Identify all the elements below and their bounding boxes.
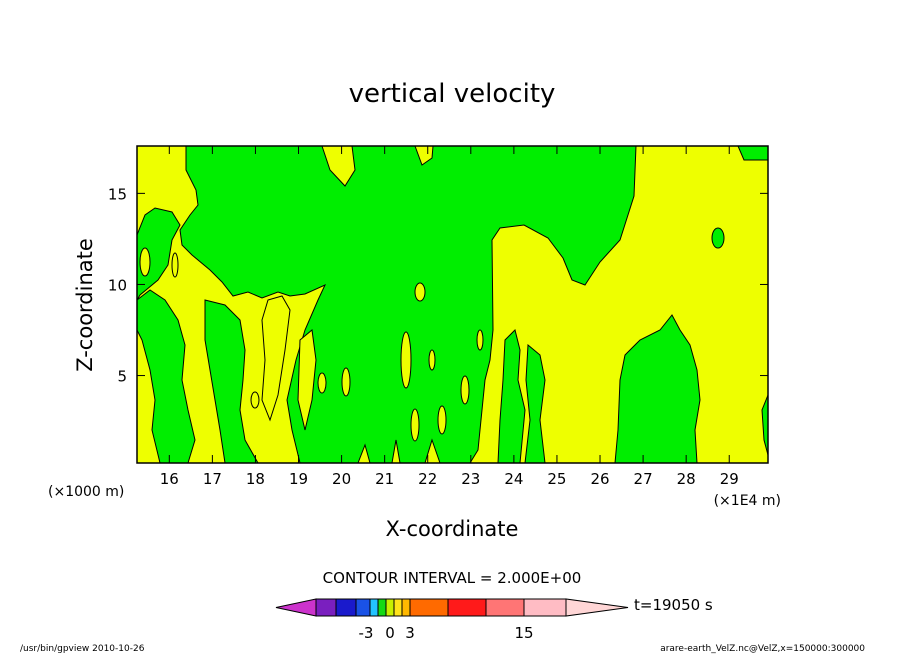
colorbar-segment <box>485 598 525 617</box>
yellow-island-12 <box>250 391 260 409</box>
yellow-island-10 <box>437 405 447 435</box>
colorbar-label: -3 <box>359 624 374 642</box>
green-region-left <box>137 207 181 301</box>
colorbar-segment <box>409 598 449 617</box>
y-tick-label: 5 <box>117 368 127 386</box>
yellow-island-7 <box>428 349 436 371</box>
green-region-right <box>614 314 701 463</box>
yellow-island-4 <box>317 372 327 394</box>
plot-area: 16 17 18 19 20 21 22 23 24 25 26 27 28 29 5 10 15 <box>108 145 769 488</box>
colorbar-segment <box>393 598 403 617</box>
x-tick-label: 19 <box>289 470 308 488</box>
yellow-island-13 <box>171 252 179 278</box>
colorbar <box>275 598 629 617</box>
colorbar-arrow-left <box>275 598 317 617</box>
footer-left: /usr/bin/gpview 2010-10-26 <box>20 644 145 654</box>
x-tick-label: 22 <box>418 470 437 488</box>
contour-interval-label: CONTOUR INTERVAL = 2.000E+00 <box>323 569 582 587</box>
colorbar-label: 15 <box>514 624 533 642</box>
yellow-island-14 <box>139 247 151 277</box>
x-tick-label: 24 <box>504 470 523 488</box>
colorbar-arrow-right <box>565 598 629 617</box>
colorbar-labels: -3 0 3 15 <box>359 624 534 642</box>
y-tick-label: 10 <box>108 276 127 294</box>
yellow-island-2 <box>261 295 291 422</box>
colorbar-segment <box>355 598 371 617</box>
x-unit-right: (×1E4 m) <box>714 493 781 509</box>
yellow-island-8 <box>476 329 484 351</box>
plot-frame <box>136 145 769 464</box>
green-region-24b <box>524 343 546 463</box>
colorbar-segment <box>385 598 395 617</box>
x-tick-label: 29 <box>720 470 739 488</box>
yellow-island-1 <box>414 282 426 302</box>
colorbar-label: 3 <box>405 624 415 642</box>
x-tick-label: 20 <box>332 470 351 488</box>
yellow-island-5 <box>341 367 351 397</box>
yellow-island-11 <box>410 408 420 442</box>
colorbar-segment <box>369 598 379 617</box>
green-region-main <box>137 146 768 463</box>
chart-title: vertical velocity <box>349 79 556 109</box>
time-label: t=19050 s <box>634 596 713 614</box>
x-tick-label: 17 <box>203 470 222 488</box>
x-axis-ticks: 16 17 18 19 20 21 22 23 24 25 26 27 28 29 <box>160 146 739 488</box>
x-tick-label: 21 <box>375 470 394 488</box>
y-tick-label: 15 <box>108 185 127 203</box>
green-island-1 <box>711 227 725 249</box>
x-tick-label: 18 <box>246 470 265 488</box>
colorbar-segment <box>335 598 357 617</box>
green-region-24 <box>497 329 526 463</box>
colorbar-segment <box>447 598 487 617</box>
colorbar-segment <box>315 598 337 617</box>
y-axis-label: Z-coordinate <box>73 238 97 372</box>
x-tick-label: 27 <box>634 470 653 488</box>
colorbar-segment <box>523 598 567 617</box>
green-region-mid <box>204 299 259 463</box>
green-region-left-lower <box>137 289 196 463</box>
colorbar-segment <box>377 598 387 617</box>
y-axis-ticks: 5 10 15 <box>108 185 768 386</box>
x-unit-left: (×1000 m) <box>48 484 124 500</box>
x-tick-label: 16 <box>160 470 179 488</box>
colorbar-segment <box>401 598 411 617</box>
colorbar-label: 0 <box>385 624 395 642</box>
yellow-island-3 <box>297 329 317 431</box>
yellow-island-6 <box>400 331 412 389</box>
x-tick-label: 23 <box>461 470 480 488</box>
x-tick-label: 25 <box>547 470 566 488</box>
x-axis-label: X-coordinate <box>386 517 519 541</box>
yellow-island-9 <box>460 375 470 405</box>
green-region-edge-right <box>761 394 768 456</box>
x-tick-label: 26 <box>590 470 609 488</box>
x-tick-label: 28 <box>677 470 696 488</box>
footer-right: arare-earth_VelZ.nc@VelZ,x=150000:300000 <box>660 644 865 654</box>
